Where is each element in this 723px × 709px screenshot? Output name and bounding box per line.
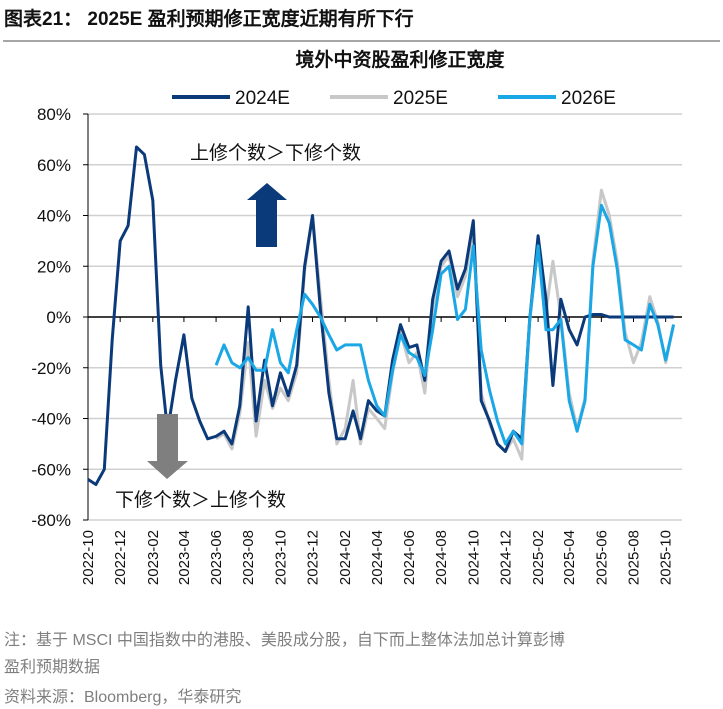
legend-label-2025E: 2025E xyxy=(393,88,448,109)
x-tick-label: 2023-06 xyxy=(208,530,225,585)
series-line-2026E xyxy=(214,203,676,446)
down-arrow-icon xyxy=(147,414,188,479)
y-axis: 80% 60% 40% 20% 0% -20% -40% -60% -80% xyxy=(31,105,89,530)
x-tick-label: 2024-12 xyxy=(497,530,514,585)
note-line-2: 盈利预期数据 xyxy=(4,659,101,676)
x-tick-label: 2023-12 xyxy=(305,530,322,585)
y-tick-label: -20% xyxy=(31,359,71,378)
legend: 2024E 2025E 2026E xyxy=(172,88,616,109)
legend-label-2026E: 2026E xyxy=(561,88,616,109)
y-tick-label: -60% xyxy=(31,460,71,479)
up-arrow-shape xyxy=(247,183,287,247)
x-tick-label: 2025-06 xyxy=(593,530,610,585)
x-tick-label: 2023-02 xyxy=(145,530,162,585)
source-note: 资料来源：Bloomberg，华泰研究 xyxy=(4,689,242,706)
x-tick-label: 2024-06 xyxy=(401,530,418,585)
x-tick-label: 2022-10 xyxy=(80,530,97,585)
y-tick-label: 80% xyxy=(37,105,71,124)
chart-title: 境外中资股盈利修正宽度 xyxy=(295,48,505,71)
series-lines xyxy=(87,145,676,486)
x-tick-label: 2023-10 xyxy=(272,530,289,585)
legend-label-2024E: 2024E xyxy=(235,88,290,109)
series-line-2024E xyxy=(87,145,674,486)
annotation-upper: 上修个数＞下修个数 xyxy=(190,142,361,164)
x-tick-label: 2025-10 xyxy=(658,530,675,585)
down-arrow-shape xyxy=(147,414,188,479)
y-tick-label: 60% xyxy=(37,156,71,175)
gridlines xyxy=(88,113,682,521)
x-axis: 2022-10 2022-12 2023-02 2023-04 2023-06 2023-… xyxy=(80,316,682,585)
title-divider xyxy=(3,40,720,42)
y-tick-label: 0% xyxy=(46,308,71,327)
figure-title: 图表21： 2025E 盈利预期修正宽度近期有所下行 xyxy=(4,9,414,30)
x-tick-label: 2023-04 xyxy=(176,530,193,585)
y-tick-label: 20% xyxy=(37,257,71,276)
y-tick-label: -40% xyxy=(31,410,71,429)
x-tick-label: 2024-02 xyxy=(337,530,354,585)
x-tick-label: 2025-08 xyxy=(626,530,643,585)
x-tick-label: 2024-10 xyxy=(465,530,482,585)
x-tick-label: 2024-04 xyxy=(369,530,386,585)
x-tick-label: 2025-04 xyxy=(561,530,578,585)
x-tick-label: 2023-08 xyxy=(240,530,257,585)
y-tick-label: -80% xyxy=(31,511,71,530)
y-tick-label: 40% xyxy=(37,207,71,226)
x-tick-label: 2022-12 xyxy=(112,530,129,585)
x-tick-label: 2025-02 xyxy=(530,530,547,585)
x-tick-label: 2024-08 xyxy=(433,530,450,585)
note-line-1: 注：基于 MSCI 中国指数中的港股、美股成分股，自下而上整体法加总计算彭博 xyxy=(4,632,565,649)
up-arrow-icon xyxy=(247,183,287,247)
annotation-lower: 下修个数＞上修个数 xyxy=(115,489,286,511)
